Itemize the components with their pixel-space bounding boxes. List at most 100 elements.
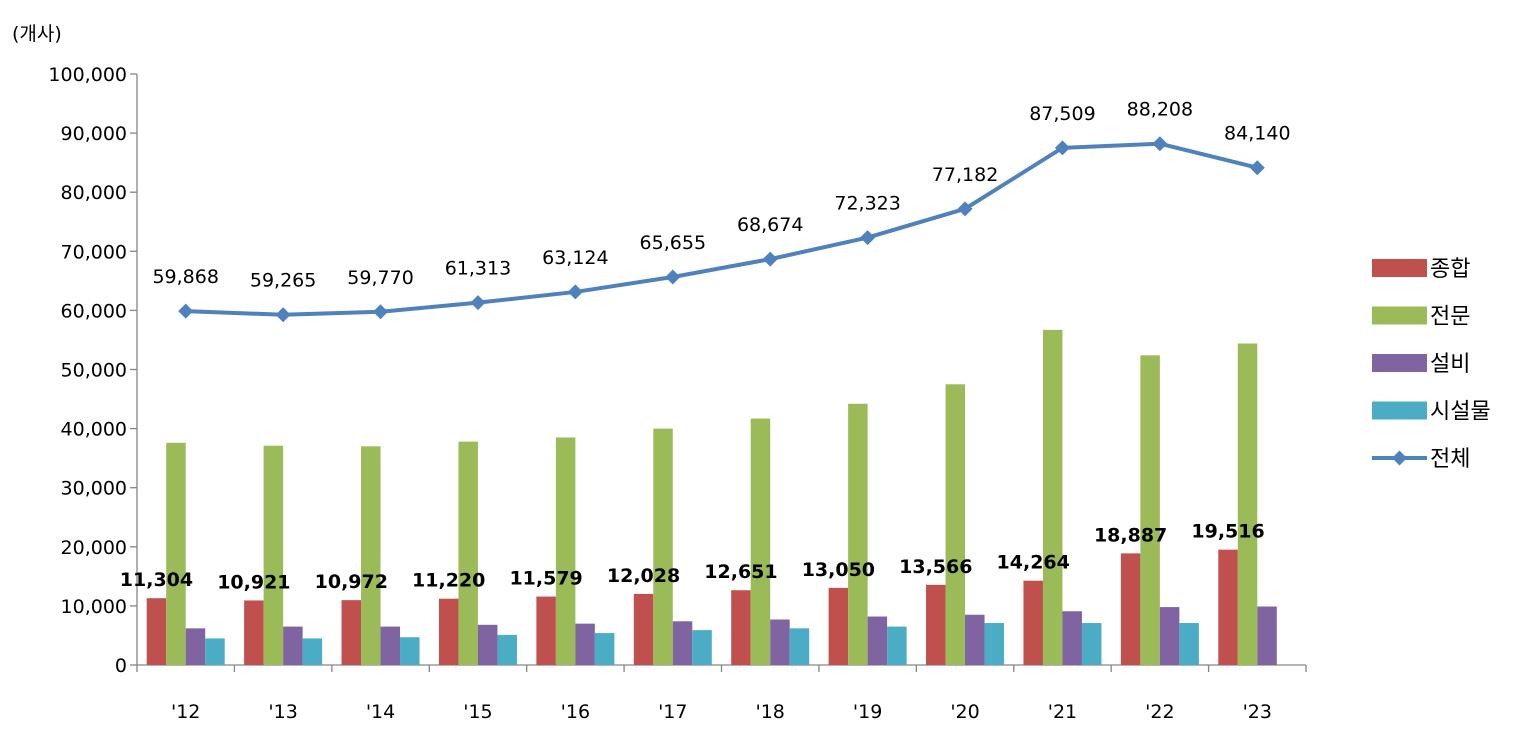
bar-시설물 <box>1081 623 1102 665</box>
bar-시설물 <box>497 634 517 665</box>
bar-설비 <box>672 621 693 665</box>
total-point <box>957 201 973 217</box>
legend-label: 설비 <box>1430 352 1470 377</box>
bar-data-label: 11,304 <box>120 569 193 591</box>
bar-설비 <box>1062 611 1082 665</box>
bar-전문 <box>848 403 868 665</box>
bar-설비 <box>1257 606 1277 665</box>
bar-설비 <box>575 623 595 665</box>
total-data-label: 59,265 <box>250 270 316 292</box>
y-tick-label: 20,000 <box>61 537 127 559</box>
total-data-label: 59,868 <box>152 266 218 288</box>
x-tick-label: '22 <box>1145 701 1174 723</box>
bar-시설물 <box>984 623 1005 665</box>
bar-시설물 <box>400 637 420 665</box>
bar-종합 <box>341 600 362 665</box>
legend-swatch-전문 <box>1372 306 1427 325</box>
y-tick-label: 40,000 <box>61 419 127 441</box>
bar-전문 <box>361 446 381 665</box>
bar-종합 <box>244 600 264 665</box>
total-point <box>567 284 583 300</box>
bar-전문 <box>1042 329 1063 665</box>
total-point <box>1152 136 1168 152</box>
bar-설비 <box>283 626 303 665</box>
bar-종합 <box>1120 553 1141 665</box>
legend-label: 전체 <box>1430 447 1470 472</box>
legend-label: 전문 <box>1430 305 1470 330</box>
total-point <box>665 269 681 285</box>
bar-전문 <box>1237 343 1258 665</box>
total-point <box>1054 140 1070 156</box>
x-tick-label: '20 <box>950 701 979 723</box>
bar-설비 <box>770 619 790 665</box>
y-tick-label: 70,000 <box>61 241 127 263</box>
x-tick-label: '18 <box>756 701 785 723</box>
x-tick-label: '19 <box>853 701 882 723</box>
bar-시설물 <box>594 633 615 665</box>
total-point <box>373 304 389 320</box>
bar-종합 <box>731 590 751 665</box>
bar-data-label: 12,651 <box>704 561 777 583</box>
total-point <box>470 295 486 311</box>
bar-종합 <box>1218 549 1238 665</box>
bar-data-label: 18,887 <box>1094 524 1167 546</box>
bar-전문 <box>1140 355 1160 665</box>
x-tick-label: '21 <box>1048 701 1077 723</box>
total-point <box>762 251 778 267</box>
total-data-label: 72,323 <box>834 193 900 215</box>
bar-시설물 <box>205 638 225 665</box>
bar-설비 <box>1159 607 1180 665</box>
total-line <box>178 136 1265 323</box>
bar-전문 <box>750 418 771 665</box>
total-series-line <box>185 141 1258 317</box>
bar-종합 <box>828 587 849 665</box>
bar-설비 <box>477 624 498 665</box>
bar-시설물 <box>1179 623 1199 665</box>
bar-종합 <box>926 584 946 665</box>
total-point <box>860 230 876 246</box>
legend-label: 종합 <box>1430 257 1470 282</box>
y-tick-label: 80,000 <box>61 182 127 204</box>
bar-종합 <box>536 596 556 665</box>
bar-전문 <box>263 445 284 665</box>
bar-data-label: 11,579 <box>509 568 582 590</box>
axes: 0 10,000 20,000 30,000 40,000 50,000 60,000 70,… <box>48 64 1307 723</box>
legend-swatch-종합 <box>1372 259 1427 277</box>
bar-설비 <box>185 628 206 665</box>
total-data-label: 84,140 <box>1224 123 1290 145</box>
y-tick-label: 100,000 <box>48 64 127 86</box>
bar-설비 <box>380 626 401 665</box>
bar-설비 <box>867 616 888 665</box>
bar-종합 <box>146 598 167 665</box>
legend-marker <box>1392 450 1407 466</box>
total-data-label: 68,674 <box>737 214 803 236</box>
bar-전문 <box>945 384 966 665</box>
bar-data-label: 13,566 <box>899 556 972 578</box>
bar-data-label: 12,028 <box>607 565 680 587</box>
y-tick-label: 10,000 <box>61 596 127 618</box>
bar-설비 <box>965 614 985 665</box>
bar-종합 <box>1023 580 1043 665</box>
bar-data-label: 10,972 <box>315 571 388 593</box>
legend-label: 시설물 <box>1430 400 1491 425</box>
y-unit-label: (개사) <box>12 23 62 45</box>
bar-전문 <box>166 442 186 665</box>
x-tick-label: '12 <box>171 701 200 723</box>
y-tick-label: 90,000 <box>61 123 127 145</box>
y-tick-label: 50,000 <box>61 360 127 382</box>
legend-swatch-시설물 <box>1372 401 1427 420</box>
x-tick-label: '16 <box>561 701 590 723</box>
x-tick-label: '17 <box>658 701 687 723</box>
bar-전문 <box>458 441 478 665</box>
y-tick-label: 60,000 <box>61 300 127 322</box>
bar-data-label: 19,516 <box>1191 521 1264 543</box>
x-tick-label: '13 <box>268 701 297 723</box>
total-data-label: 61,313 <box>445 258 511 280</box>
x-tick-label: '14 <box>366 701 395 723</box>
legend-swatch-설비 <box>1372 354 1427 372</box>
total-data-label: 87,509 <box>1029 103 1095 125</box>
total-data-label: 88,208 <box>1127 99 1193 121</box>
total-data-label: 65,655 <box>640 232 706 254</box>
bar-시설물 <box>887 626 907 665</box>
